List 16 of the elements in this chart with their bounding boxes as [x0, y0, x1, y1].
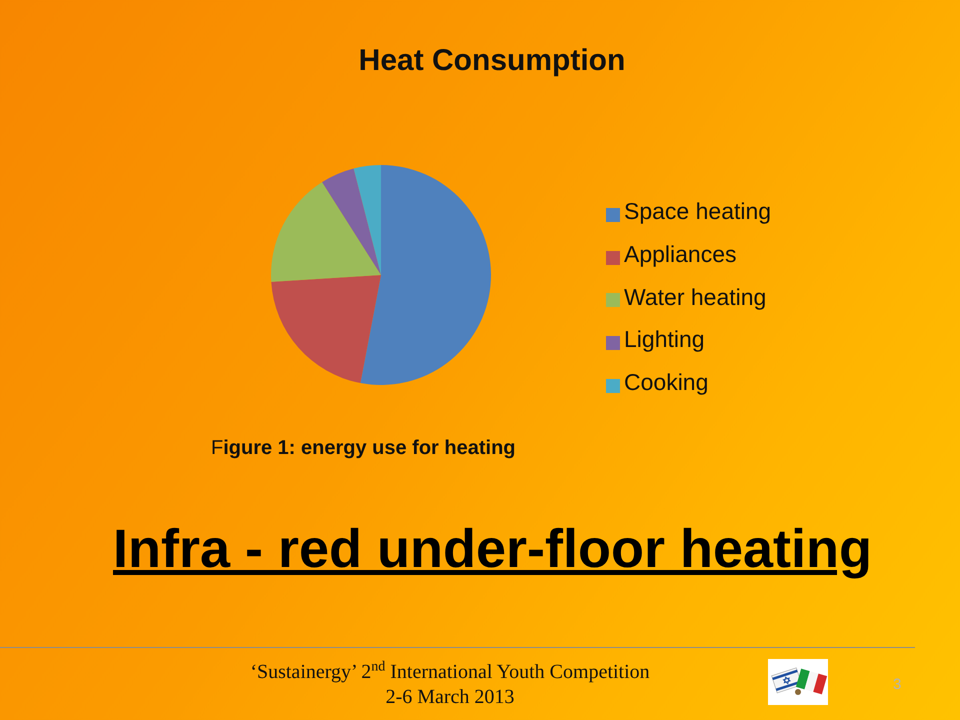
pie-slice: [271, 182, 381, 282]
legend-label: Lighting: [624, 326, 705, 352]
legend-label: Cooking: [624, 369, 708, 395]
chart-title: Heat Consumption: [358, 43, 626, 79]
caption: Figure 1: energy use for heating: [211, 437, 516, 459]
legend-label: Water heating: [624, 284, 766, 310]
text: Infra - red under-floor heating: [113, 519, 872, 579]
legend-label: Space heating: [624, 198, 772, 224]
text: ‘Sustainergy’ 2$^{nd}$ International Youth Competition: [249, 659, 651, 684]
text: 2-6 March 2013: [384, 685, 516, 709]
pie-slice: [322, 168, 381, 275]
text: 3: [893, 676, 902, 694]
pie-slice: [354, 165, 381, 275]
pie-slice: [271, 275, 381, 384]
pie-slice: [360, 165, 491, 385]
legend-label: Appliances: [624, 240, 737, 267]
